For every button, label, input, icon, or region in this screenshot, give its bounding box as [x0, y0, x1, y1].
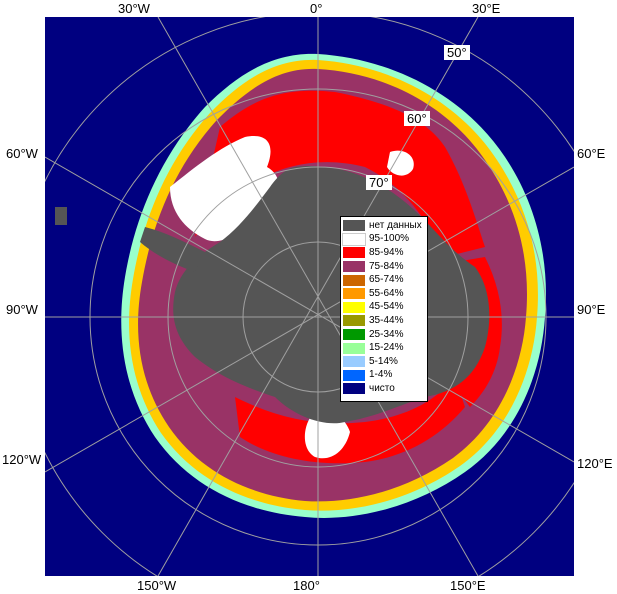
legend-label: 35-44%	[369, 314, 404, 326]
land-fragment	[55, 207, 67, 225]
legend-item: 65-74%	[343, 273, 425, 287]
concentration-legend: нет данных 95-100% 85-94% 75-84% 65-74% 55-64…	[340, 216, 428, 402]
legend-item: нет данных	[343, 219, 425, 233]
legend-item: 75-84%	[343, 260, 425, 274]
legend-label: 75-84%	[369, 260, 404, 272]
lat-label-60: 60°	[404, 111, 430, 126]
legend-swatch	[343, 383, 365, 395]
legend-label: 25-34%	[369, 328, 404, 340]
legend-swatch	[343, 220, 365, 232]
lat-label-50: 50°	[444, 45, 470, 60]
lon-label-right-1: 90°E	[577, 302, 606, 317]
legend-label: 45-54%	[369, 301, 404, 313]
legend-swatch	[343, 329, 365, 341]
lon-label-right-0: 60°E	[577, 146, 606, 161]
legend-label: 55-64%	[369, 287, 404, 299]
antarctic-peninsula	[140, 227, 205, 272]
lon-label-bottom-0: 150°W	[137, 578, 177, 593]
lon-label-bottom-2: 150°E	[450, 578, 486, 593]
legend-item: чисто	[343, 382, 425, 396]
legend-swatch	[342, 232, 366, 246]
lon-label-top-0: 30°W	[118, 1, 150, 16]
legend-label: 15-24%	[369, 342, 404, 354]
legend-swatch	[343, 247, 365, 259]
lon-label-left-1: 90°W	[6, 302, 38, 317]
legend-swatch	[343, 274, 365, 286]
lon-label-left-0: 60°W	[6, 146, 38, 161]
lon-label-top-2: 30°E	[472, 1, 501, 16]
legend-item: 15-24%	[343, 341, 425, 355]
legend-swatch	[343, 369, 365, 381]
graticule	[45, 17, 574, 576]
legend-item: 85-94%	[343, 246, 425, 260]
legend-item: 55-64%	[343, 287, 425, 301]
ice-band-red-south	[235, 377, 465, 464]
ice-white-east	[387, 150, 414, 176]
legend-label: 65-74%	[369, 274, 404, 286]
lon-label-bottom-1: 180°	[293, 578, 320, 593]
legend-swatch	[343, 356, 365, 368]
legend-label: чисто	[369, 382, 395, 394]
legend-item: 95-100%	[342, 232, 425, 247]
legend-swatch	[343, 315, 365, 327]
lon-label-top-1: 0°	[310, 1, 323, 16]
sea-ice-map	[45, 17, 574, 576]
legend-swatch	[343, 288, 365, 300]
legend-label: 5-14%	[369, 355, 398, 367]
legend-label: 85-94%	[369, 246, 404, 258]
lon-label-right-2: 120°E	[577, 456, 613, 471]
legend-item: 5-14%	[343, 355, 425, 369]
legend-item: 25-34%	[343, 328, 425, 342]
legend-swatch	[343, 301, 365, 313]
legend-item: 35-44%	[343, 314, 425, 328]
legend-label: нет данных	[369, 219, 422, 231]
legend-item: 1-4%	[343, 369, 425, 383]
legend-item: 45-54%	[343, 301, 425, 315]
legend-swatch	[343, 342, 365, 354]
lat-label-70: 70°	[366, 175, 392, 190]
map-canvas	[45, 17, 574, 576]
lon-label-left-2: 120°W	[2, 452, 42, 467]
legend-label: 95-100%	[369, 233, 410, 245]
legend-label: 1-4%	[369, 369, 393, 381]
legend-swatch	[343, 261, 365, 273]
